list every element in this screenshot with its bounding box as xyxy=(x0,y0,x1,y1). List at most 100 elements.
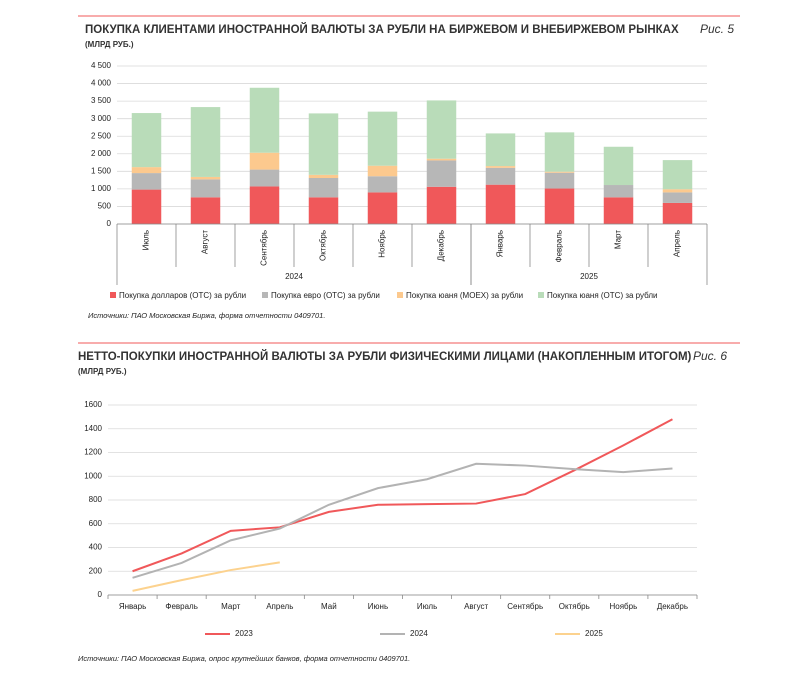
y-tick-label: 200 xyxy=(89,566,103,575)
y-tick-label: 1600 xyxy=(84,400,102,409)
legend-label: Покупка долларов (OTC) за рубли xyxy=(119,291,246,300)
bar-segment xyxy=(662,202,693,224)
y-tick-label: 400 xyxy=(89,543,103,552)
x-tick-label: Февраль xyxy=(165,602,198,611)
y-tick-label: 0 xyxy=(107,219,112,228)
x-tick-label: Октябрь xyxy=(319,230,328,261)
y-tick-label: 1 000 xyxy=(91,184,112,193)
bar-segment xyxy=(190,179,221,198)
x-tick-label: Февраль xyxy=(555,230,564,263)
legend-label: 2024 xyxy=(410,629,428,638)
group-label: 2024 xyxy=(285,272,303,281)
bar-segment xyxy=(308,174,339,179)
figure-title: НЕТТО-ПОКУПКИ ИНОСТРАННОЙ ВАЛЮТЫ ЗА РУБЛ… xyxy=(78,350,692,363)
y-tick-label: 2 500 xyxy=(91,131,112,140)
bar-segment xyxy=(367,165,398,177)
x-tick-label: Сентябрь xyxy=(507,602,543,611)
bar-segment xyxy=(426,160,457,187)
bar-segment xyxy=(190,107,221,177)
x-tick-label: Январь xyxy=(119,602,146,611)
y-tick-label: 4 500 xyxy=(91,61,112,70)
bar-segment xyxy=(426,186,457,224)
bar-segment xyxy=(131,189,162,224)
y-tick-label: 1000 xyxy=(84,471,102,480)
bar-segment xyxy=(485,133,516,167)
x-tick-label: Июль xyxy=(417,602,437,611)
x-tick-label: Март xyxy=(614,230,623,249)
figure-title: ПОКУПКА КЛИЕНТАМИ ИНОСТРАННОЙ ВАЛЮТЫ ЗА … xyxy=(85,23,679,36)
bar-segment xyxy=(544,171,575,173)
legend-swatch xyxy=(538,292,544,298)
figure-label: Рис. 5 xyxy=(700,22,734,36)
y-tick-label: 1200 xyxy=(84,448,102,457)
y-tick-label: 3 500 xyxy=(91,96,112,105)
y-tick-label: 0 xyxy=(98,590,103,599)
legend-label: Покупка юаня (MOEX) за рубли xyxy=(406,291,523,300)
y-tick-label: 2 000 xyxy=(91,149,112,158)
bar-segment xyxy=(603,185,634,198)
bar-segment xyxy=(308,113,339,175)
bar-segment xyxy=(485,184,516,224)
x-tick-label: Апрель xyxy=(266,602,293,611)
bar-segment xyxy=(603,146,634,186)
x-tick-label: Июль xyxy=(142,230,151,250)
source: Источники: ПАО Московская Биржа, опрос к… xyxy=(78,654,410,663)
bar-segment xyxy=(662,192,693,203)
series-line xyxy=(132,462,673,579)
bar-segment xyxy=(190,176,221,180)
bar-segment xyxy=(544,188,575,224)
x-tick-label: Ноябрь xyxy=(378,230,387,258)
legend-label: 2023 xyxy=(235,629,253,638)
figure-label: Рис. 6 xyxy=(693,349,727,363)
bar-segment xyxy=(249,87,280,153)
bar-segment xyxy=(485,166,516,168)
x-tick-label: Август xyxy=(201,230,210,254)
series-line xyxy=(132,418,673,573)
x-tick-label: Июнь xyxy=(368,602,388,611)
bar-segment xyxy=(190,197,221,224)
bar-segment xyxy=(544,172,575,189)
bar-segment xyxy=(308,197,339,224)
x-tick-label: Апрель xyxy=(673,230,682,257)
subtitle: (МЛРД РУБ.) xyxy=(85,40,134,49)
x-tick-label: Декабрь xyxy=(657,602,688,611)
x-tick-label: Март xyxy=(221,602,240,611)
series-line xyxy=(132,561,280,592)
bar-segment xyxy=(426,158,457,161)
x-tick-label: Август xyxy=(464,602,488,611)
bar-segment xyxy=(367,176,398,193)
bar-segment xyxy=(367,192,398,224)
subtitle: (МЛРД РУБ.) xyxy=(78,367,127,376)
x-tick-label: Май xyxy=(321,602,337,611)
bar-segment xyxy=(131,173,162,190)
y-tick-label: 800 xyxy=(89,495,103,504)
legend-label: Покупка юаня (OTC) за рубли xyxy=(547,291,657,300)
y-tick-label: 1 500 xyxy=(91,166,112,175)
bar-segment xyxy=(485,167,516,185)
bar-segment xyxy=(662,189,693,193)
bar-segment xyxy=(603,197,634,224)
bar-segment xyxy=(131,113,162,168)
bar-segment xyxy=(662,160,693,190)
y-tick-label: 3 000 xyxy=(91,114,112,123)
group-label: 2025 xyxy=(580,272,598,281)
bar-segment xyxy=(249,186,280,224)
legend-label: 2025 xyxy=(585,629,603,638)
legend-label: Покупка евро (OTC) за рубли xyxy=(271,291,380,300)
bar-segment xyxy=(367,111,398,166)
legend-swatch xyxy=(397,292,403,298)
bar-segment xyxy=(308,178,339,198)
x-tick-label: Октябрь xyxy=(559,602,590,611)
x-tick-label: Декабрь xyxy=(437,230,446,261)
x-tick-label: Сентябрь xyxy=(260,230,269,266)
x-tick-label: Ноябрь xyxy=(609,602,637,611)
y-tick-label: 600 xyxy=(89,519,103,528)
y-tick-label: 4 000 xyxy=(91,79,112,88)
bar-segment xyxy=(249,152,280,170)
y-tick-label: 500 xyxy=(98,202,112,211)
source: Источники: ПАО Московская Биржа, форма о… xyxy=(88,311,325,320)
bar-segment xyxy=(426,100,457,159)
bar-segment xyxy=(131,167,162,174)
bar-segment xyxy=(544,132,575,172)
